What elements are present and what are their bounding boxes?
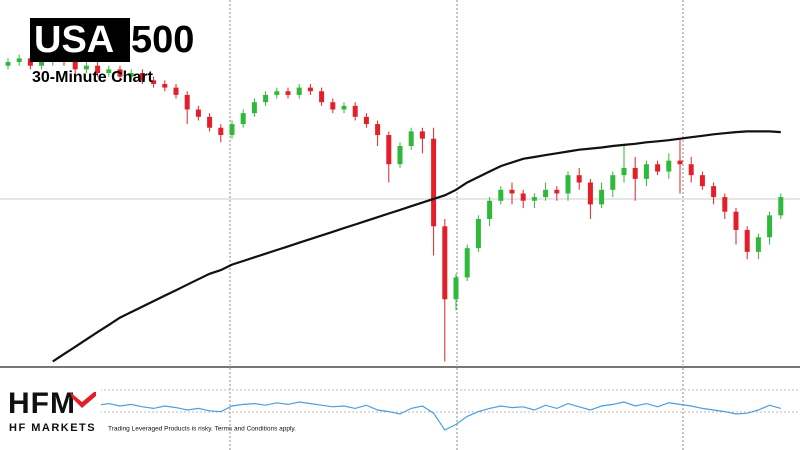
candle-body (475, 219, 481, 249)
candle-body (498, 189, 504, 201)
candle-body (139, 73, 145, 81)
candle-body (106, 69, 112, 73)
brand: HF MARKETS (9, 422, 96, 434)
candle-body (173, 87, 179, 95)
candle-body (274, 91, 280, 95)
candle-body (95, 65, 101, 73)
candle-body (565, 175, 571, 194)
candle-body (251, 102, 257, 114)
candle-body (229, 124, 235, 136)
candle-body (599, 189, 605, 205)
candle-body (655, 164, 661, 172)
candle-body (442, 226, 448, 300)
candle-body (319, 91, 325, 103)
candle-body (128, 73, 134, 77)
candle-body (218, 127, 224, 136)
candle-body (16, 58, 22, 63)
candle-body (666, 160, 672, 172)
candle-body (621, 167, 627, 176)
candle-body (386, 135, 392, 165)
candle-body (677, 160, 683, 165)
candle-body (688, 164, 694, 176)
candle-body (363, 116, 369, 125)
price-panel (5, 54, 784, 363)
candle-body (375, 124, 381, 136)
candle-body (632, 167, 638, 179)
oscillator-panel (7, 400, 781, 431)
candle-body (307, 87, 313, 92)
candle-body (431, 138, 437, 227)
candle-body (419, 131, 425, 139)
candle-body (520, 193, 526, 201)
candle-body (151, 80, 157, 84)
subtitle: 30-Minute Chart (32, 69, 154, 86)
disclaimer: Trading Leveraged Products is risky. Ter… (108, 426, 296, 433)
candle-body (341, 105, 347, 110)
candle-body (755, 237, 761, 252)
candle-body (587, 182, 593, 205)
line-series (7, 400, 781, 431)
logo-accent (70, 392, 96, 408)
candle-body (610, 175, 616, 190)
symbol-suffix: 500 (131, 19, 194, 61)
candle-body (722, 197, 728, 212)
candle-body (397, 146, 403, 165)
candle-body (330, 102, 336, 110)
symbol: USA (34, 19, 114, 61)
candle-body (767, 215, 773, 238)
candle-body (733, 211, 739, 230)
candle-body (285, 91, 291, 95)
line-series (52, 130, 781, 363)
candle-body (699, 175, 705, 187)
candle-body (711, 186, 717, 198)
candle-body (744, 229, 750, 252)
candle-body (464, 248, 470, 278)
candle-body (72, 62, 78, 70)
candle-body (296, 87, 302, 95)
logo: HFM (8, 387, 76, 420)
symbol-box (30, 18, 130, 62)
candle-body (531, 197, 537, 201)
candle-body (408, 131, 414, 146)
candle-body (263, 94, 269, 103)
candle-body (117, 69, 123, 77)
candle-body (162, 83, 168, 88)
candle-body (543, 189, 549, 198)
candle-body (576, 175, 582, 183)
candle-body (352, 105, 358, 117)
candle-body (554, 189, 560, 194)
candle-body (39, 62, 45, 66)
candle-body (509, 189, 515, 194)
candle-body (83, 65, 89, 70)
candle-body (184, 94, 190, 110)
candle-body (5, 62, 11, 66)
candle-body (27, 58, 33, 66)
candle-body (487, 200, 493, 219)
candle-body (240, 113, 246, 125)
candle-body (207, 116, 213, 128)
candle-body (195, 109, 201, 117)
candle-body (643, 164, 649, 179)
candle-body (453, 277, 459, 300)
candle-body (778, 197, 784, 216)
